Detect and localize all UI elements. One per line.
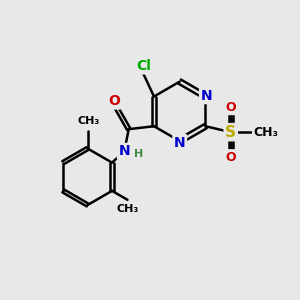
Text: O: O: [225, 101, 236, 114]
Text: Cl: Cl: [136, 59, 151, 73]
Text: CH₃: CH₃: [77, 116, 99, 126]
Text: CH₃: CH₃: [253, 126, 278, 139]
Text: O: O: [108, 94, 120, 108]
Text: N: N: [118, 145, 130, 158]
Text: CH₃: CH₃: [117, 204, 139, 214]
Text: S: S: [225, 125, 236, 140]
Text: O: O: [225, 151, 236, 164]
Text: N: N: [200, 88, 212, 103]
Text: N: N: [174, 136, 185, 150]
Text: H: H: [134, 149, 143, 160]
